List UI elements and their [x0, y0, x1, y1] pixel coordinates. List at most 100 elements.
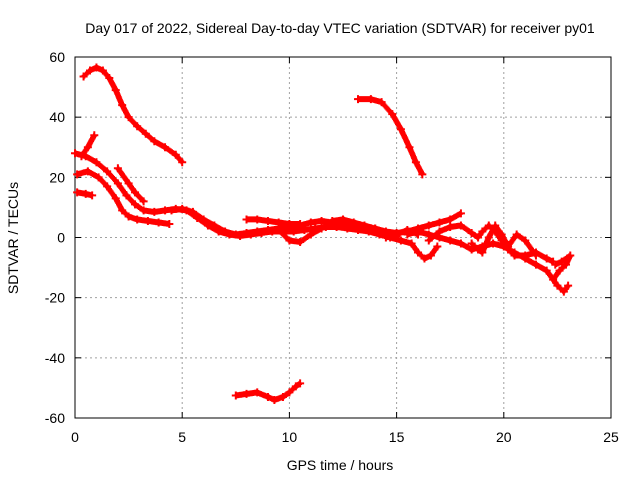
- data-point: [328, 216, 337, 225]
- data-point: [124, 113, 133, 122]
- data-point: [435, 218, 444, 227]
- data-point: [366, 95, 375, 104]
- x-axis-label: GPS time / hours: [287, 457, 394, 473]
- data-point: [103, 167, 112, 176]
- data-point: [270, 395, 279, 404]
- data-point: [521, 251, 530, 260]
- data-point: [521, 236, 530, 245]
- data-point: [551, 260, 560, 269]
- data-point: [71, 149, 79, 158]
- data-point: [317, 216, 326, 225]
- data-point: [497, 230, 506, 239]
- series-track-h: [113, 164, 148, 206]
- data-point: [446, 222, 455, 231]
- data-point: [296, 379, 305, 388]
- series-track-b: [354, 95, 427, 179]
- data-point: [124, 179, 133, 188]
- data-point: [339, 215, 347, 224]
- data-point: [446, 236, 455, 245]
- data-point: [73, 188, 82, 197]
- data-point: [253, 215, 262, 224]
- data-point: [478, 248, 487, 257]
- data-point: [559, 287, 568, 296]
- axis-ticks: [74, 56, 612, 419]
- series-track-q: [549, 251, 575, 284]
- data-point: [512, 230, 521, 239]
- data-point: [392, 230, 401, 239]
- data-point: [90, 131, 99, 140]
- data-point: [285, 219, 294, 228]
- series-track-n: [403, 227, 573, 296]
- data-point: [111, 86, 120, 95]
- data-point: [167, 206, 176, 215]
- data-point: [122, 191, 131, 200]
- data-point: [553, 281, 562, 290]
- data-point: [542, 254, 551, 263]
- y-tick-label: -20: [45, 290, 65, 306]
- data-point: [405, 143, 414, 152]
- data-point: [92, 158, 101, 167]
- x-tick-label: 25: [603, 429, 619, 445]
- data-point: [557, 257, 566, 266]
- data-point: [253, 388, 262, 397]
- data-point: [133, 122, 142, 131]
- data-point: [549, 275, 558, 284]
- data-point: [111, 194, 120, 203]
- data-point: [94, 173, 103, 182]
- data-point: [424, 221, 433, 230]
- data-point: [371, 224, 380, 233]
- data-point: [154, 218, 163, 227]
- series-track-c: [231, 379, 305, 404]
- data-point: [124, 212, 133, 221]
- data-point: [139, 197, 148, 206]
- data-point: [396, 125, 405, 134]
- data-point: [131, 200, 140, 209]
- data-point: [139, 206, 148, 215]
- y-tick-label: 20: [49, 169, 65, 185]
- y-tick-label: 40: [49, 109, 65, 125]
- data-point: [467, 239, 476, 248]
- data-point: [199, 215, 208, 224]
- data-point: [424, 236, 433, 245]
- data-point: [478, 227, 487, 236]
- data-point: [306, 230, 315, 239]
- data-point: [92, 63, 101, 72]
- series-track-d: [71, 149, 442, 263]
- data-point: [253, 227, 262, 236]
- x-tick-label: 10: [282, 429, 298, 445]
- data-point: [105, 74, 114, 83]
- y-axis-label: SDTVAR / TECUs: [5, 182, 21, 294]
- data-point: [418, 170, 427, 179]
- data-point: [141, 129, 150, 138]
- data-point: [420, 254, 429, 263]
- data-point: [296, 219, 305, 228]
- data-point: [433, 242, 442, 251]
- data-point: [435, 227, 444, 236]
- data-point: [388, 110, 397, 119]
- y-tick-label: -60: [45, 410, 65, 426]
- data-point: [86, 66, 95, 75]
- data-point: [446, 215, 455, 224]
- data-point: [531, 251, 540, 260]
- data-point: [231, 391, 240, 400]
- y-tick-label: 0: [57, 230, 65, 246]
- data-point: [377, 98, 386, 107]
- data-point: [274, 218, 283, 227]
- data-point: [360, 221, 369, 230]
- data-point: [474, 245, 483, 254]
- x-tick-labels: 0 5 10 15 20 25: [71, 429, 619, 445]
- data-point: [178, 204, 187, 213]
- data-point: [403, 230, 412, 239]
- data-point: [489, 239, 498, 248]
- data-point: [83, 143, 92, 152]
- data-point: [354, 95, 363, 104]
- data-point: [278, 392, 287, 401]
- data-point: [396, 236, 405, 245]
- data-point: [88, 191, 97, 200]
- data-point: [542, 266, 551, 275]
- data-point: [491, 221, 500, 230]
- data-point: [564, 281, 573, 290]
- data-point: [510, 251, 519, 260]
- data-point: [79, 72, 88, 81]
